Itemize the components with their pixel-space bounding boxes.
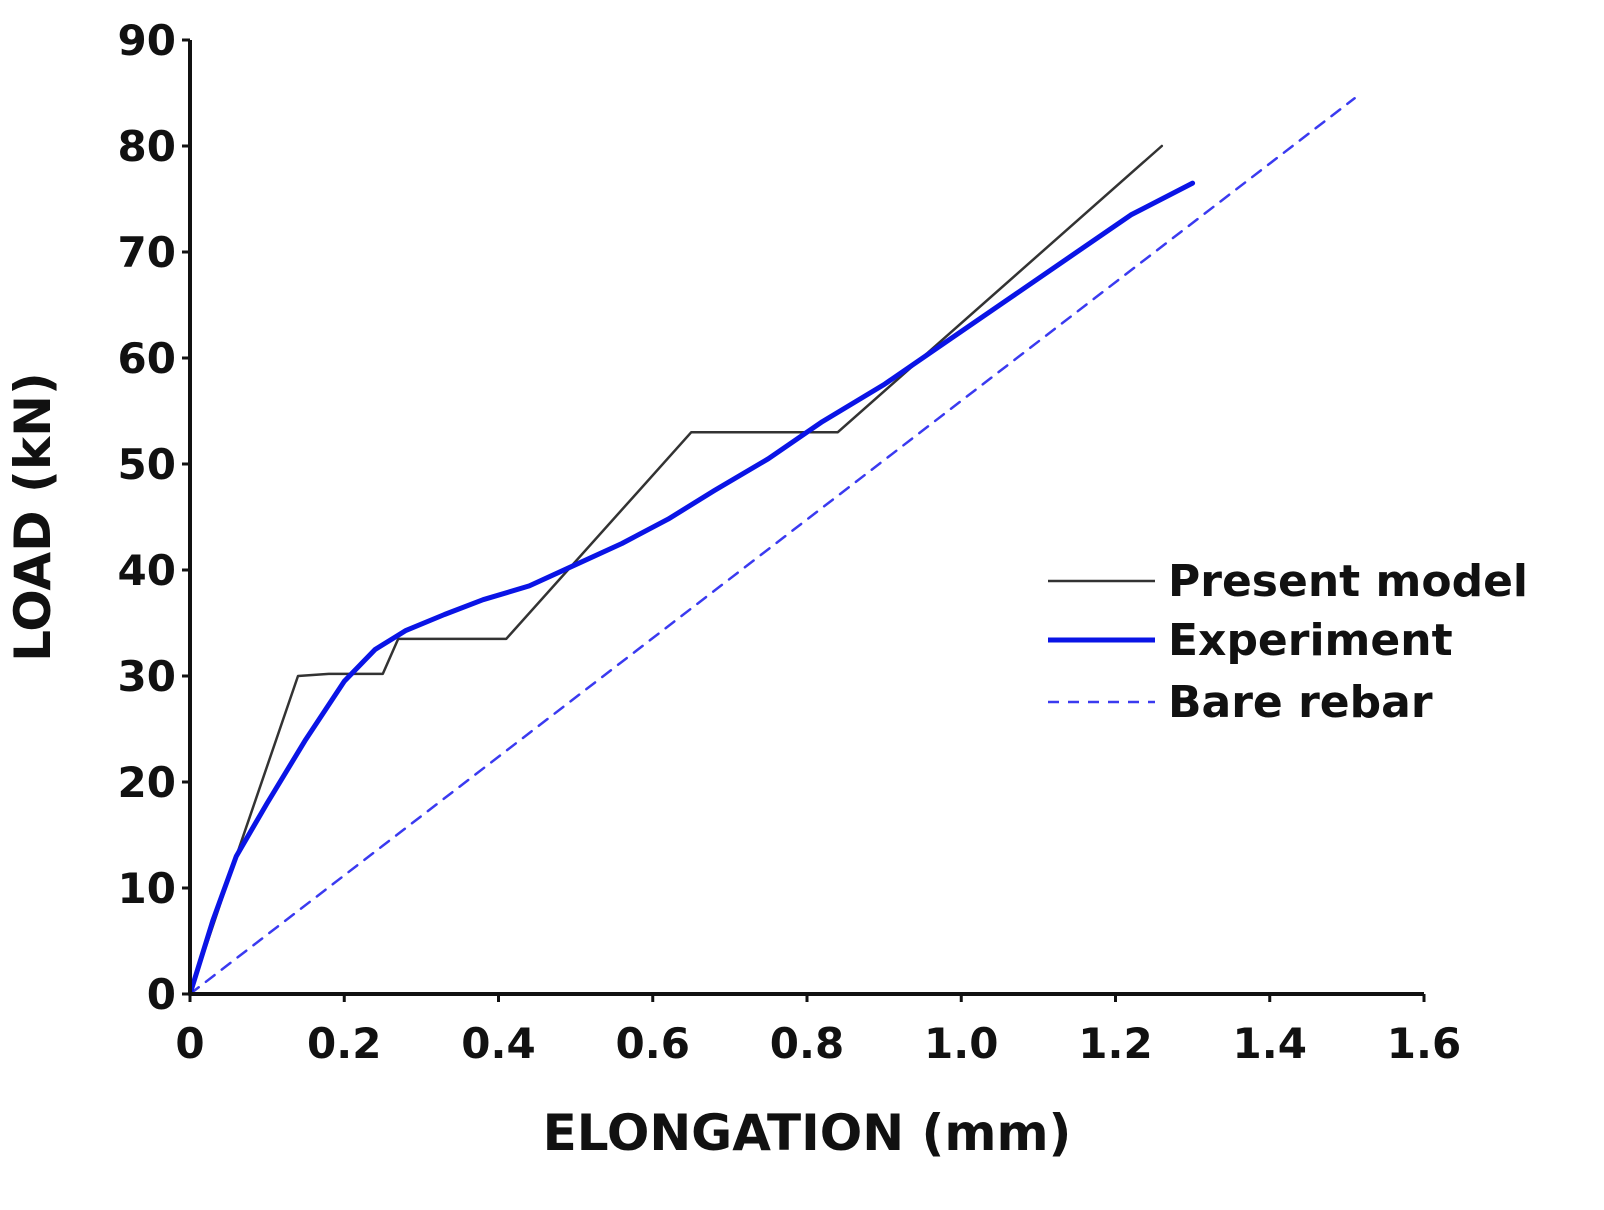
y-tick-label: 60 xyxy=(118,334,176,383)
y-tick-label: 0 xyxy=(147,970,176,1019)
y-axis-title: LOAD (kN) xyxy=(4,372,62,662)
legend-label-present-model: Present model xyxy=(1168,556,1528,607)
series-line-experiment xyxy=(187,180,1196,997)
y-tick-label: 40 xyxy=(118,546,176,595)
y-tick-label: 30 xyxy=(118,652,176,701)
x-tick-label: 0 xyxy=(175,1019,204,1068)
axes-layer xyxy=(188,40,1424,996)
legend: Present model Experiment Bare rebar xyxy=(1048,556,1528,728)
x-tick-label: 1.4 xyxy=(1233,1019,1307,1068)
y-tick-label: 90 xyxy=(118,16,176,65)
y-tick-label: 70 xyxy=(118,228,176,277)
series-line-bare-rebar xyxy=(188,97,1356,996)
y-tick-label: 10 xyxy=(118,864,176,913)
y-tick-label: 50 xyxy=(118,440,176,489)
x-tick-label: 1.0 xyxy=(924,1019,998,1068)
x-tick-label: 0.8 xyxy=(770,1019,844,1068)
legend-label-experiment: Experiment xyxy=(1168,615,1453,666)
ticks-layer: 0 0.2 0.4 0.6 0.8 1.0 1.2 1.4 1.6 0 10 20 30 40 50 60 70… xyxy=(118,16,1462,1068)
x-tick-label: 1.2 xyxy=(1078,1019,1152,1068)
x-axis-title: ELONGATION (mm) xyxy=(543,1104,1072,1162)
y-tick-label: 20 xyxy=(118,758,176,807)
x-tick-label: 0.4 xyxy=(461,1019,535,1068)
x-tick-label: 0.6 xyxy=(616,1019,690,1068)
legend-label-bare-rebar: Bare rebar xyxy=(1168,677,1433,728)
x-tick-label: 0.2 xyxy=(307,1019,381,1068)
x-tick-label: 1.6 xyxy=(1387,1019,1461,1068)
y-tick-label: 80 xyxy=(118,122,176,171)
series-line-present-model xyxy=(188,144,1164,996)
series-layer xyxy=(187,97,1356,997)
